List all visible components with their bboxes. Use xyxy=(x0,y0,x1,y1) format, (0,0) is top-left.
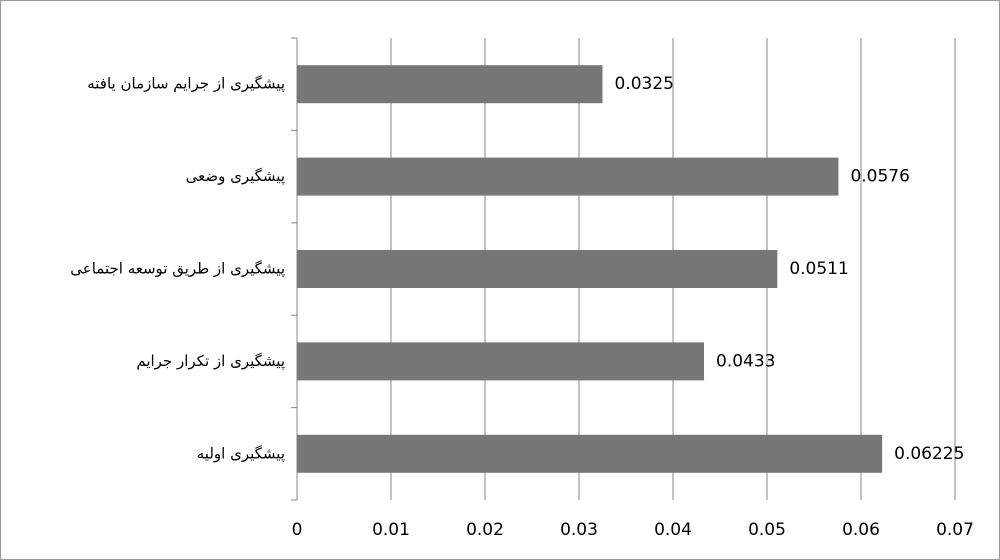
y-tick-label: پیشگیری وضعی xyxy=(186,167,285,186)
bar xyxy=(297,434,883,473)
data-label: 0.0433 xyxy=(716,351,775,371)
x-tick-label: 0.01 xyxy=(372,520,410,540)
x-tick-label: 0.02 xyxy=(466,520,504,540)
x-tick-label: 0.07 xyxy=(936,520,974,540)
x-tick-label: 0 xyxy=(292,520,303,540)
y-tick-label: پیشگیری از تکرار جرایم xyxy=(136,352,285,371)
x-tick-label: 0.03 xyxy=(560,520,598,540)
x-tick-label: 0.04 xyxy=(654,520,692,540)
bar xyxy=(297,157,839,196)
bar xyxy=(297,250,778,288)
bar xyxy=(297,65,603,104)
y-tick-label: پیشگیری از جرایم سازمان یافته xyxy=(87,75,285,94)
y-tick-label: پیشگیری از طریق توسعه اجتماعی xyxy=(70,260,285,279)
x-tick-label: 0.06 xyxy=(842,520,880,540)
data-label: 0.06225 xyxy=(894,444,964,464)
data-label: 0.0511 xyxy=(789,259,848,279)
x-tick-label: 0.05 xyxy=(748,520,786,540)
bar xyxy=(297,342,705,381)
data-label: 0.0576 xyxy=(850,167,909,187)
data-label: 0.0325 xyxy=(615,74,674,94)
y-tick-label: پیشگیری اولیه xyxy=(197,444,285,463)
